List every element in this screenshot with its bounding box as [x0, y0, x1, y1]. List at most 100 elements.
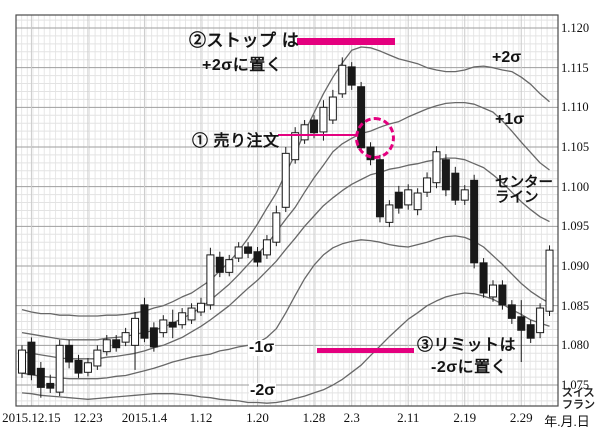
- candle-body-white: [234, 246, 243, 259]
- candle-body-black: [215, 256, 224, 273]
- candle-body-white: [262, 239, 271, 256]
- x-axis-unit-label: 年.月.日: [544, 414, 590, 429]
- y-axis-tick: 1.090: [561, 258, 590, 273]
- candle-body-white: [206, 254, 215, 306]
- y-axis-tick: 1.095: [561, 219, 590, 234]
- candle-body-white: [281, 152, 290, 208]
- note-sell-order: ① 売り注文: [192, 133, 280, 150]
- candle-body-white: [55, 344, 64, 393]
- candle-body-white: [83, 362, 92, 373]
- note-limit-line2: -2σに置く: [431, 359, 508, 376]
- y-axis-tick: 1.115: [561, 60, 589, 75]
- y-axis-tick: 1.110: [561, 100, 589, 115]
- candle-body-black: [46, 382, 55, 389]
- candle-body-black: [149, 327, 158, 348]
- band-center-line: [21, 157, 550, 360]
- candle-body-white: [536, 307, 545, 334]
- band-minus1sigma: [21, 235, 550, 380]
- candle-body-white: [328, 96, 337, 121]
- y-axis-tick: 1.075: [561, 377, 590, 392]
- y-axis-tick: 1.120: [561, 21, 590, 35]
- x-axis-tick: 1.28: [302, 410, 326, 425]
- note-limit-line1: ③リミットは: [417, 337, 517, 354]
- currency-label-line1: スイス: [562, 387, 595, 399]
- y-axis-tick: 1.100: [561, 179, 590, 194]
- candle-body-black: [507, 304, 516, 319]
- y-axis-tick: 1.105: [561, 139, 590, 154]
- candle-body-white: [102, 339, 111, 353]
- candle-body-black: [253, 251, 262, 263]
- candle-body-white: [319, 106, 328, 133]
- band-label-minus1sigma: -1σ: [248, 339, 276, 356]
- band-label-center-line1: センター: [495, 175, 553, 191]
- candle-body-black: [347, 66, 356, 86]
- candle-body-black: [168, 321, 177, 328]
- candle-body-black: [36, 367, 45, 388]
- candle-body-black: [140, 304, 149, 339]
- x-axis-tick: 2015.1.4: [121, 410, 168, 425]
- x-axis-tick: 2.3: [343, 410, 360, 425]
- candle-body-white: [225, 259, 234, 273]
- candle-body-white: [385, 204, 394, 223]
- candle-body-black: [526, 324, 535, 339]
- candle-body-black: [394, 191, 403, 209]
- candle-body-white: [187, 307, 196, 321]
- candle-body-black: [375, 159, 384, 218]
- plot-frame: [15, 14, 559, 407]
- candle-body-white: [338, 64, 347, 95]
- candle-body-white: [159, 319, 168, 334]
- y-axis-tick: 1.080: [561, 338, 590, 353]
- candle-body-black: [244, 246, 253, 254]
- candle-body-white: [196, 302, 205, 313]
- candle-body-white: [93, 349, 102, 367]
- y-axis-tick: 1.085: [561, 298, 590, 313]
- candle-body-black: [112, 339, 121, 349]
- band-minus2sigma: [21, 292, 550, 404]
- sell-order-pointer-line: [278, 134, 357, 136]
- candle-body-black: [27, 341, 36, 376]
- x-axis-tick: 2015.12.15: [2, 410, 61, 425]
- candle-body-black: [470, 179, 479, 264]
- note-stop-line1: ②ストップ は: [189, 31, 300, 50]
- candle-body-white: [489, 284, 497, 298]
- candle-body-white: [291, 132, 300, 161]
- candle-body-black: [479, 262, 488, 294]
- currency-label-line2: フラン: [562, 399, 595, 411]
- candle-body-white: [131, 317, 140, 346]
- sell-entry-circle-highlight: [355, 117, 395, 159]
- x-axis-tick: 2.19: [453, 410, 477, 425]
- x-axis-tick: 12.23: [73, 410, 103, 425]
- candle-body-black: [65, 344, 74, 363]
- band-plus1sigma: [21, 101, 550, 341]
- stop-level-bar: [297, 38, 395, 45]
- candle-body-white: [545, 249, 554, 312]
- candle-body-white: [432, 151, 441, 184]
- band-label-plus1sigma: +1σ: [495, 111, 525, 128]
- candle-body-black: [498, 284, 507, 306]
- band-label-plus2sigma: +2σ: [492, 49, 522, 66]
- x-axis-tick: 2.11: [397, 410, 420, 425]
- candle-body-white: [18, 349, 26, 374]
- x-axis-tick: 1.20: [246, 410, 269, 425]
- candle-body-white: [423, 177, 432, 193]
- candle-body-white: [121, 332, 130, 343]
- band-label-minus2sigma: -2σ: [249, 382, 277, 399]
- x-axis-tick: 2.29: [509, 410, 533, 425]
- candle-body-black: [451, 172, 460, 201]
- limit-level-bar: [317, 348, 414, 353]
- candle-body-white: [178, 312, 187, 326]
- note-stop-line2: +2σに置く: [202, 57, 283, 74]
- candle-body-white: [300, 124, 309, 141]
- candle-body-black: [74, 359, 83, 374]
- candle-body-black: [441, 159, 450, 191]
- candle-body-white: [460, 189, 469, 201]
- candle-body-white: [413, 192, 422, 211]
- band-label-center-line2: ライン: [495, 190, 539, 206]
- candle-body-white: [404, 189, 413, 206]
- candle-body-white: [272, 212, 281, 243]
- x-axis-tick: 1.12: [189, 410, 213, 425]
- candle-body-black: [517, 316, 526, 331]
- candle-body-black: [310, 119, 319, 134]
